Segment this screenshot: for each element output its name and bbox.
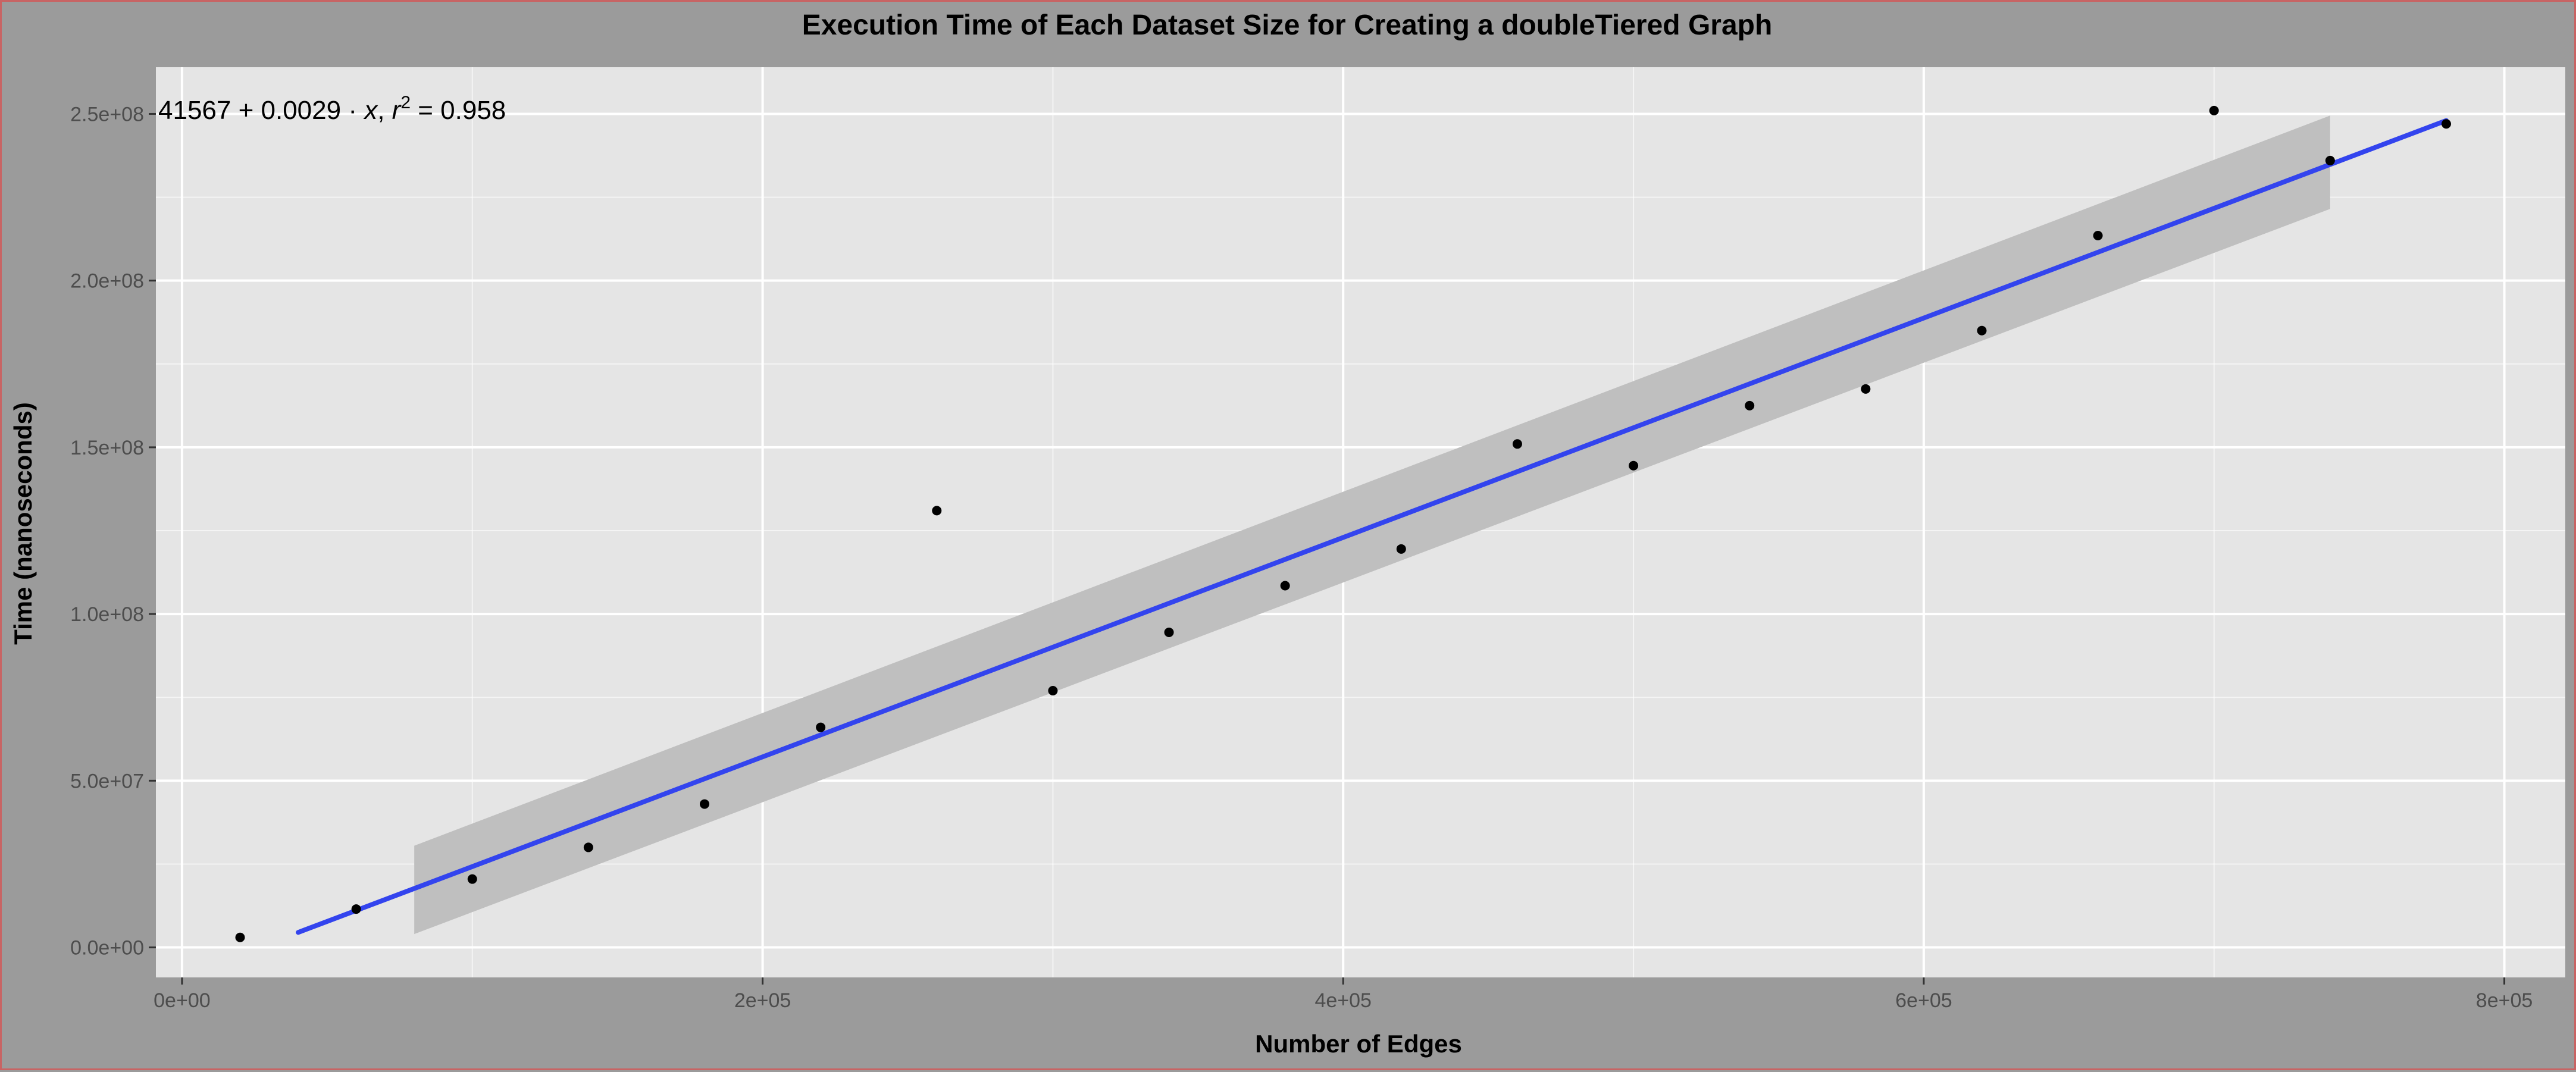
data-point <box>1629 460 1639 471</box>
x-tick-label: 6e+05 <box>1895 989 1952 1012</box>
major-gridlines <box>156 67 2565 977</box>
y-axis-title: Time (nanoseconds) <box>9 402 37 645</box>
y-axis: 0.0e+00 5.0e+07 1.0e+08 1.5e+08 2.0e+08 2.5e+… <box>70 103 156 960</box>
equation-intercept: 41567 <box>158 96 231 125</box>
data-point <box>1164 627 1174 637</box>
regression-line <box>296 118 2449 935</box>
equation-slope: 0.0029 <box>261 96 342 125</box>
equation-r-exponent: 2 <box>400 93 411 112</box>
x-tick-label: 2e+05 <box>734 989 791 1012</box>
x-tick-label: 4e+05 <box>1314 989 1372 1012</box>
data-point <box>816 722 826 732</box>
data-point <box>1977 325 1987 336</box>
data-point <box>1512 439 1522 449</box>
data-point <box>700 799 710 809</box>
data-point <box>1861 384 1871 394</box>
x-axis: 0e+00 2e+05 4e+05 6e+05 8e+05 <box>154 977 2533 1012</box>
y-tick-label: 1.0e+08 <box>70 603 144 626</box>
x-tick-label: 0e+00 <box>154 989 211 1012</box>
data-point <box>467 874 477 884</box>
equation-dot: · <box>341 96 364 125</box>
data-point <box>2093 231 2103 241</box>
equation-x-symbol: x <box>363 96 378 125</box>
equation-plus: + <box>231 96 261 125</box>
equation-r-symbol: r <box>392 96 402 125</box>
data-point <box>235 932 245 942</box>
data-point <box>1280 581 1290 591</box>
data-points <box>235 105 2451 942</box>
equation-comma: , <box>377 96 392 125</box>
chart-title: Execution Time of Each Dataset Size for … <box>802 10 1773 41</box>
regression-equation: 41567 + 0.0029 · x, r2 = 0.958 <box>158 93 506 125</box>
x-tick-label: 8e+05 <box>2476 989 2533 1012</box>
y-tick-label: 1.5e+08 <box>70 437 144 459</box>
y-tick-label: 2.5e+08 <box>70 103 144 126</box>
data-point <box>351 904 361 914</box>
y-tick-label: 0.0e+00 <box>70 937 144 960</box>
data-point <box>932 506 942 516</box>
y-tick-label: 2.0e+08 <box>70 270 144 293</box>
equation-equals: = <box>411 96 440 125</box>
data-point <box>1048 686 1058 696</box>
data-point <box>1745 400 1755 410</box>
data-point <box>583 842 593 852</box>
x-axis-title: Number of Edges <box>1255 1030 1462 1058</box>
data-point <box>2325 155 2335 165</box>
equation-r-squared: 0.958 <box>440 96 506 125</box>
data-point <box>2209 105 2219 115</box>
data-point <box>1396 544 1406 554</box>
data-point <box>2441 119 2451 129</box>
y-tick-label: 5.0e+07 <box>70 770 144 792</box>
